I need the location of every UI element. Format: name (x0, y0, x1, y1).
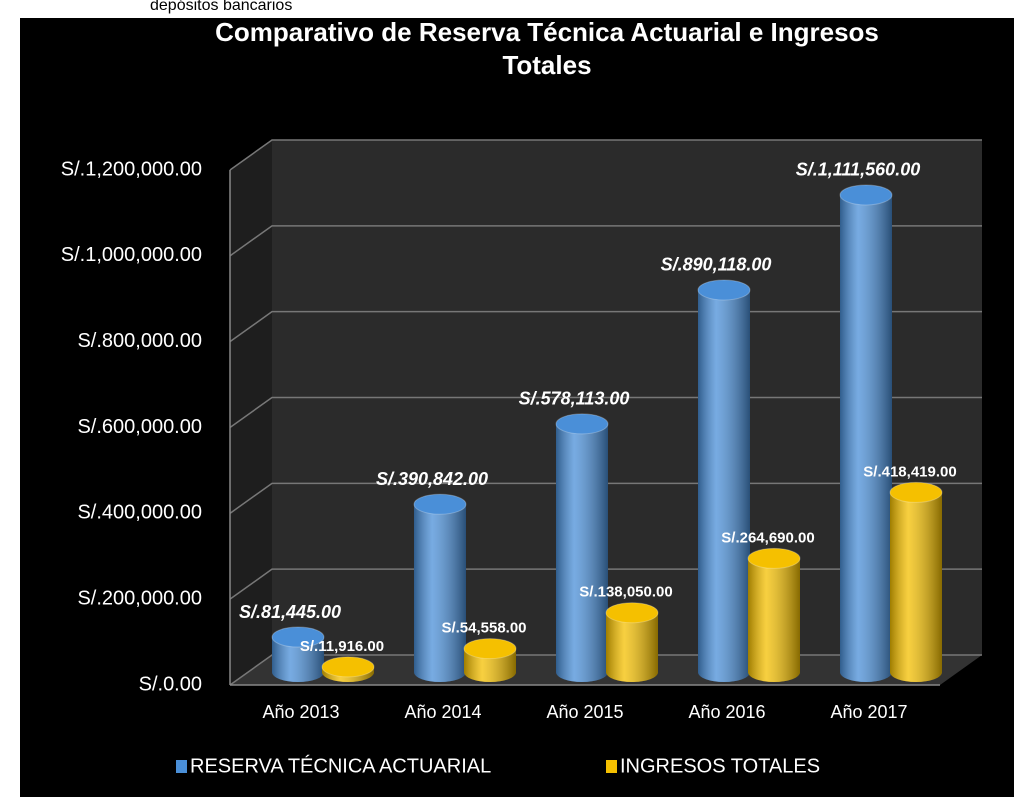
legend-swatch (176, 760, 187, 773)
y-tick-label: S/.600,000.00 (77, 416, 202, 438)
bar-top (555, 413, 609, 435)
y-tick-label: S/.1,000,000.00 (61, 244, 202, 266)
bar-shade (840, 194, 892, 682)
y-tick-label: S/.1,200,000.00 (61, 158, 202, 180)
bar-top (605, 602, 659, 624)
data-label: S/.264,690.00 (721, 529, 814, 546)
data-label: S/.418,419.00 (863, 463, 956, 480)
data-label: S/.138,050.00 (579, 584, 672, 601)
bar-shade (414, 504, 466, 682)
bar-shade (556, 423, 608, 682)
data-label: S/.1,111,560.00 (796, 160, 920, 180)
bar-top (839, 184, 893, 206)
bar-top (271, 626, 325, 648)
bar-top (463, 638, 517, 660)
y-tick-label: S/.400,000.00 (77, 502, 202, 524)
caption: depósitos bancarios (150, 0, 292, 14)
x-tick-label: Año 2013 (262, 702, 339, 722)
data-label: S/.54,558.00 (441, 620, 526, 637)
grid-line (229, 225, 982, 257)
data-label: S/.890,118.00 (661, 255, 772, 275)
grid-line (229, 139, 982, 171)
data-label: S/.390,842.00 (376, 469, 488, 489)
bar-top (889, 481, 943, 503)
x-tick-label: Año 2017 (830, 702, 907, 722)
data-label: S/.578,113.00 (519, 389, 630, 409)
chart-title: Comparativo de Reserva Técnica Actuarial… (215, 17, 879, 80)
data-label: S/.11,916.00 (300, 638, 384, 655)
y-tick-label: S/.200,000.00 (77, 587, 202, 609)
bar-top (747, 547, 801, 569)
x-tick-label: Año 2016 (688, 702, 765, 722)
y-tick-label: S/.0.00 (139, 673, 202, 695)
bar-shade (698, 289, 750, 682)
bar-shade (272, 637, 324, 682)
x-tick-label: Año 2014 (404, 702, 481, 722)
y-tick-label: S/.800,000.00 (77, 330, 202, 352)
data-label: S/.81,445.00 (239, 602, 341, 622)
bar-shade (890, 492, 942, 682)
legend-swatch (606, 760, 617, 773)
bar-top (321, 656, 375, 678)
x-tick-label: Año 2015 (546, 702, 623, 722)
legend-label: INGRESOS TOTALES (620, 755, 820, 777)
legend-label: RESERVA TÉCNICA ACTUARIAL (190, 754, 491, 777)
bar-top (413, 493, 467, 515)
bar-shade (748, 558, 800, 682)
bar-shade (606, 612, 658, 682)
bar-top (697, 279, 751, 301)
